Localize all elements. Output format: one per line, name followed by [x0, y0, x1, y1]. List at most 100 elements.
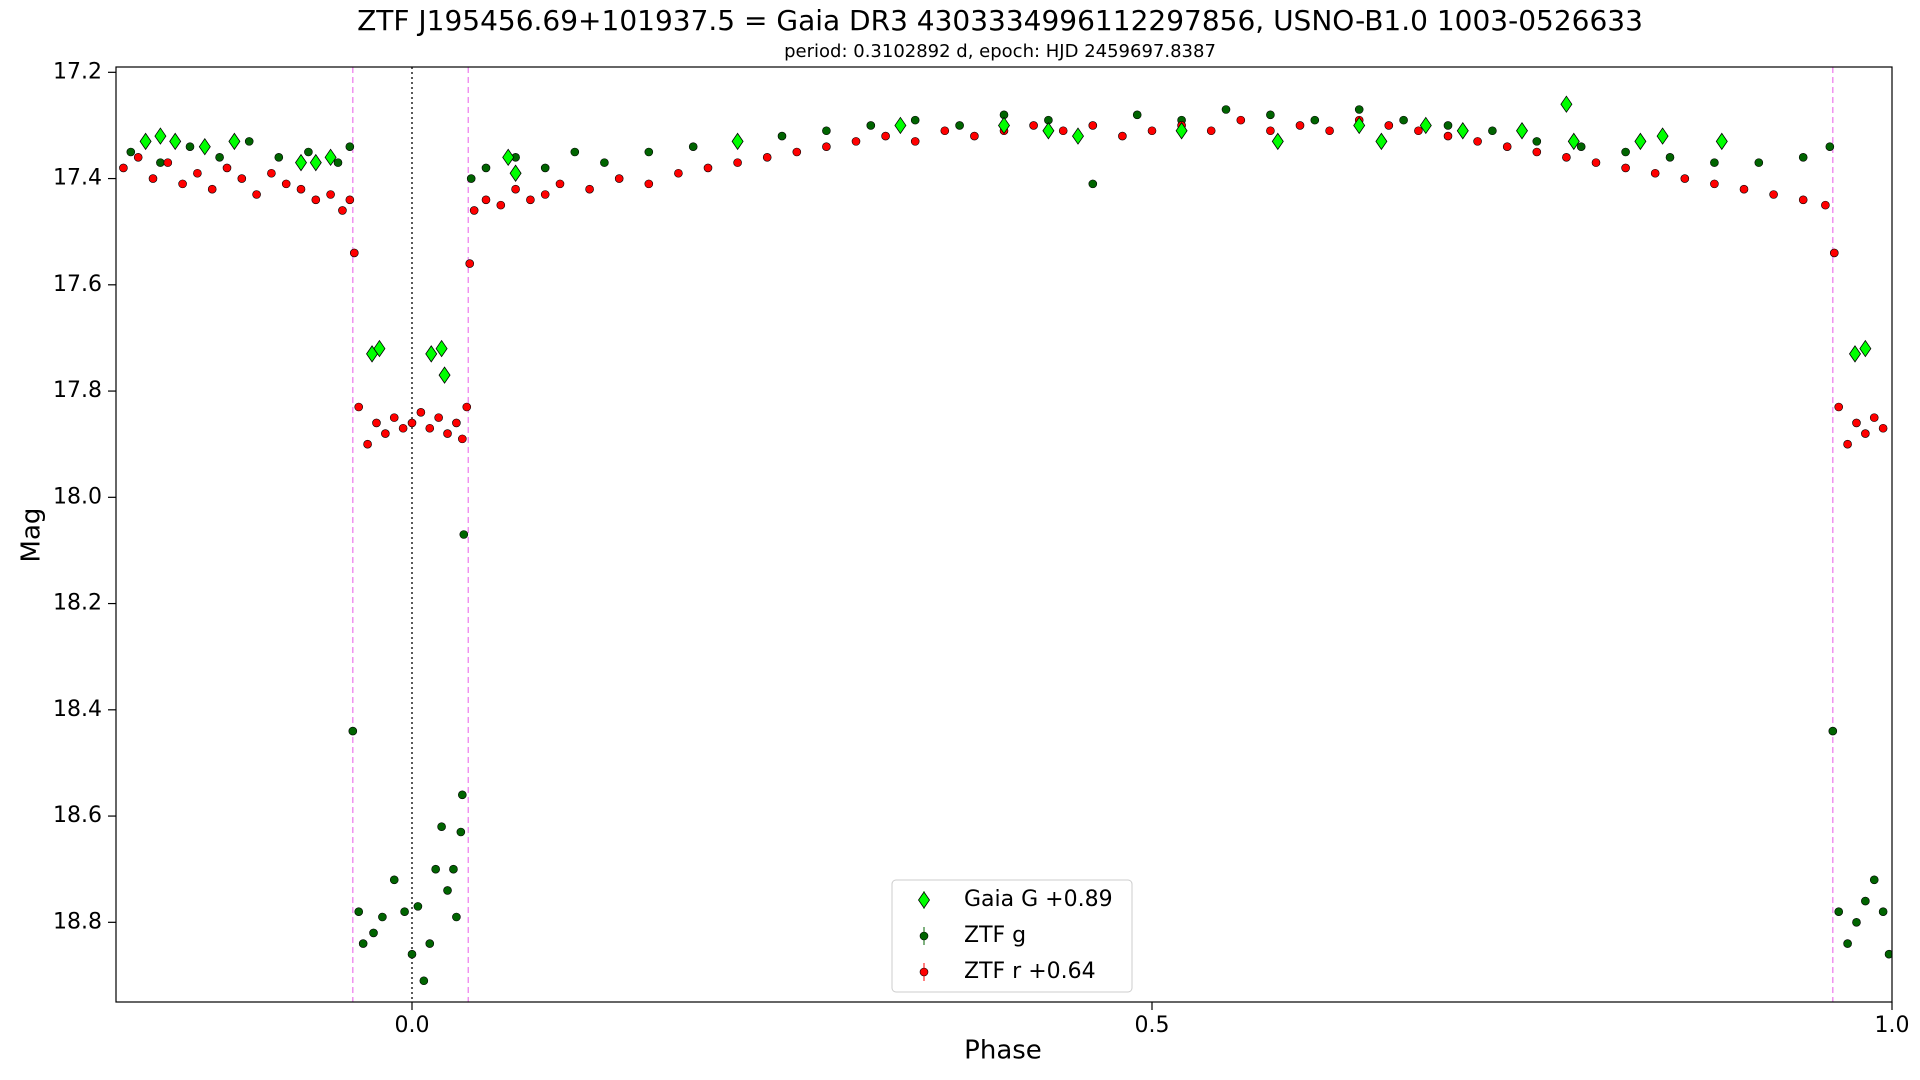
data-point	[1869, 875, 1879, 885]
data-point	[363, 439, 372, 449]
data-point	[1621, 163, 1630, 173]
x-axis-label: Phase	[964, 1036, 1042, 1066]
data-point	[345, 142, 355, 151]
data-point	[434, 413, 443, 422]
data-point	[1310, 115, 1320, 125]
data-point	[1852, 418, 1861, 428]
data-point	[1710, 158, 1719, 167]
data-point	[1665, 153, 1675, 162]
data-point	[425, 345, 438, 363]
data-point	[1271, 132, 1284, 151]
data-point	[1488, 126, 1497, 136]
data-point	[1739, 184, 1749, 194]
data-point	[326, 190, 335, 199]
data-point	[1834, 402, 1844, 412]
data-point	[398, 423, 408, 433]
data-point	[703, 163, 713, 173]
data-point	[1715, 132, 1728, 151]
data-point	[1221, 105, 1231, 114]
data-point	[1236, 115, 1246, 125]
data-point	[540, 190, 550, 199]
data-point	[1414, 126, 1423, 136]
data-point	[822, 126, 831, 136]
data-point	[511, 184, 520, 194]
data-point	[1175, 122, 1188, 140]
data-point	[295, 153, 307, 172]
data-point	[244, 137, 254, 146]
data-point	[311, 195, 321, 205]
data-point	[731, 132, 744, 151]
data-point	[458, 434, 467, 444]
data-point	[462, 402, 472, 412]
data-point	[1532, 137, 1542, 146]
data-point	[1473, 137, 1482, 146]
data-point	[1576, 142, 1586, 151]
data-point	[222, 163, 232, 173]
data-point	[413, 902, 423, 911]
data-point	[348, 726, 358, 736]
data-point	[762, 153, 772, 162]
data-point	[570, 147, 580, 157]
legend-label: ZTF g	[964, 923, 1026, 948]
data-point	[1680, 174, 1690, 183]
y-tick-label: 17.6	[53, 272, 102, 297]
data-point	[354, 402, 364, 412]
data-point	[1754, 158, 1764, 167]
data-point	[1399, 115, 1408, 125]
data-point	[369, 928, 378, 938]
data-point	[437, 822, 446, 831]
plot-area	[119, 67, 1892, 1002]
data-point	[1656, 127, 1669, 145]
data-point	[1634, 132, 1647, 151]
x-tick-label: 0.0	[395, 1013, 430, 1038]
data-point	[228, 132, 241, 151]
data-point	[304, 147, 313, 157]
data-point	[456, 827, 466, 837]
data-point	[1852, 918, 1861, 927]
data-point	[733, 158, 742, 167]
y-tick-label: 17.2	[53, 59, 102, 84]
data-point	[381, 429, 390, 438]
legend-marker	[919, 967, 929, 977]
data-point	[940, 126, 950, 136]
data-point	[169, 132, 182, 151]
data-point	[644, 179, 654, 189]
data-point	[1088, 121, 1098, 130]
data-point	[156, 158, 165, 167]
x-tick-label: 1.0	[1875, 1013, 1910, 1038]
data-point	[378, 912, 387, 922]
data-point	[435, 339, 448, 358]
data-point	[1861, 896, 1870, 906]
data-point	[1825, 142, 1835, 151]
data-point	[324, 148, 337, 167]
data-point	[133, 153, 143, 162]
data-point	[198, 137, 211, 156]
data-point	[481, 163, 491, 173]
data-point	[1843, 939, 1852, 948]
data-point	[459, 530, 469, 539]
data-point	[998, 116, 1010, 135]
data-point	[1878, 907, 1888, 916]
data-point	[1443, 131, 1453, 141]
data-point	[1502, 142, 1512, 151]
data-point	[526, 195, 535, 205]
data-point	[1266, 110, 1275, 120]
y-tick-label: 17.8	[53, 378, 102, 403]
data-point	[237, 174, 247, 183]
data-point	[1042, 122, 1055, 140]
data-point	[416, 408, 426, 417]
data-point	[178, 179, 187, 189]
data-point	[163, 158, 173, 167]
data-point	[1456, 122, 1469, 140]
data-point	[881, 131, 890, 141]
legend: Gaia G +0.89 ZTF g ZTF r +0.64	[891, 879, 1133, 993]
data-point	[1560, 95, 1573, 113]
data-point	[1375, 132, 1388, 151]
data-point	[126, 147, 136, 157]
data-point	[822, 142, 831, 151]
data-point	[1353, 116, 1366, 135]
data-point	[1567, 132, 1580, 151]
data-point	[792, 147, 802, 157]
data-point	[496, 200, 506, 210]
